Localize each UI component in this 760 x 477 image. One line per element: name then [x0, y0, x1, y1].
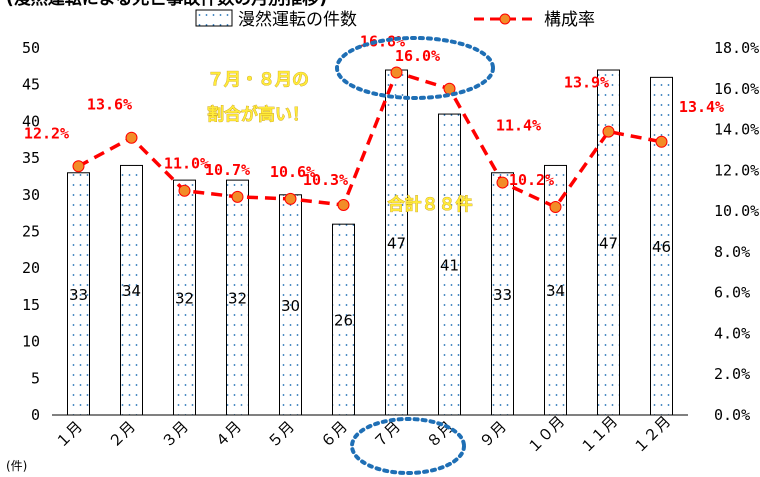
y-left-tick-label: 10 — [22, 333, 40, 351]
y-left-tick-label: 0 — [31, 406, 40, 424]
category-label: １１月 — [577, 412, 622, 457]
y-left-tick-label: 5 — [31, 369, 40, 387]
callout-line1: ７月・８月の — [207, 70, 309, 90]
bar — [544, 164, 567, 416]
category-label: ２月 — [105, 417, 139, 451]
bar-value-label: 33 — [69, 286, 88, 304]
rate-value-label: 10.6% — [270, 163, 315, 181]
bar-value-label: 33 — [493, 286, 512, 304]
bar-value-label: 34 — [122, 282, 141, 300]
bar — [120, 164, 143, 416]
legend-line-marker — [499, 13, 511, 25]
bar-value-label: 32 — [175, 290, 194, 308]
y-left-tick-label: 50 — [22, 39, 40, 57]
rate-point — [602, 125, 615, 138]
bar — [226, 179, 249, 416]
rate-point — [178, 184, 191, 197]
category-label: ３月 — [158, 417, 192, 451]
rate-point — [496, 176, 509, 189]
legend-line-label: 構成率 — [544, 10, 595, 30]
rate-line — [72, 66, 668, 214]
y-right-tick-label: 16.0% — [714, 80, 759, 98]
y-left-tick-label: 30 — [22, 186, 40, 204]
bar — [332, 223, 355, 416]
bar-labels: 33 34 32 32 30 26 47 41 33 34 47 46 — [69, 235, 671, 330]
y-right-tick-label: 12.0% — [714, 161, 759, 179]
bar — [67, 172, 90, 416]
rate-polyline — [77, 70, 662, 210]
bar — [438, 113, 461, 416]
y-left-tick-label: 40 — [22, 112, 40, 130]
y-left-tick-label: 25 — [22, 223, 40, 241]
rate-value-label: 13.4% — [679, 98, 724, 116]
bar-value-label: 46 — [652, 238, 671, 256]
rate-value-label: 16.0% — [395, 47, 440, 65]
category-label: １２月 — [630, 412, 675, 457]
category-label: １０月 — [524, 412, 569, 457]
rate-value-label: 11.0% — [164, 155, 209, 173]
category-label: ４月 — [211, 417, 245, 451]
legend-bar-label: 漫然運転の件数 — [238, 10, 357, 30]
y-left-tick-label: 45 — [22, 76, 40, 94]
legend: 漫然運転の件数 構成率 — [195, 9, 595, 30]
bar — [491, 172, 514, 416]
highlight-ellipse-bottom — [350, 417, 466, 475]
rate-value-label: 10.2% — [509, 171, 554, 189]
rate-value-label: 13.6% — [87, 96, 132, 114]
rate-value-label: 13.9% — [564, 74, 609, 92]
bar-value-label: 41 — [440, 257, 459, 275]
callout-line2: 割合が高い！ — [207, 104, 309, 125]
y-right-tick-label: 0.0% — [714, 406, 750, 424]
rate-value-label: 11.4% — [496, 117, 541, 135]
y-right-tick-label: 8.0% — [714, 243, 750, 261]
sum-label: 合計８８件 — [388, 194, 473, 215]
rate-point — [284, 192, 297, 205]
y-right-tick-label: 6.0% — [714, 284, 750, 302]
category-labels: １月 ２月 ３月 ４月 ５月 ６月 ７月 ８月 ９月 １０月 １１月 １２月 — [52, 412, 674, 457]
y-left-tick-label: 20 — [22, 259, 40, 277]
y-left-tick-label: 35 — [22, 149, 40, 167]
bar — [173, 179, 196, 416]
unit-label: (件) — [6, 459, 27, 473]
bar-value-label: 32 — [228, 290, 247, 308]
bar — [597, 69, 620, 416]
legend-bar-swatch — [195, 9, 233, 27]
bar-value-label: 47 — [387, 235, 406, 253]
bar — [650, 76, 673, 416]
rate-point — [231, 190, 244, 203]
category-label: ５月 — [264, 417, 298, 451]
bar-value-label: 30 — [281, 297, 300, 315]
bar-value-label: 34 — [546, 282, 565, 300]
rate-point — [337, 198, 350, 211]
rate-value-label: 10.3% — [303, 171, 348, 189]
y-right-tick-label: 14.0% — [714, 121, 759, 139]
axes: 0 5 10 15 20 25 30 35 40 45 50 0.0% 2.0% 4.0% 6.0% 8.0%… — [22, 39, 759, 424]
category-label: １月 — [52, 417, 86, 451]
rate-point — [125, 131, 138, 144]
category-label: ９月 — [476, 417, 510, 451]
y-right-tick-label: 2.0% — [714, 365, 750, 383]
y-right-tick-label: 10.0% — [714, 202, 759, 220]
highlight-ellipse-top — [335, 36, 495, 100]
chart-title: (漫然運転による死亡事故件数の月別推移) — [6, 0, 327, 9]
category-label: ６月 — [317, 417, 351, 451]
bars — [67, 69, 673, 416]
bar-value-label: 47 — [599, 235, 618, 253]
y-right-tick-label: 18.0% — [714, 39, 759, 57]
rate-point — [655, 135, 668, 148]
y-right-tick-label: 4.0% — [714, 324, 750, 342]
y-left-tick-label: 15 — [22, 296, 40, 314]
rate-value-label: 12.2% — [24, 124, 69, 142]
bar-value-label: 26 — [334, 312, 353, 330]
rate-point — [390, 66, 403, 79]
rate-labels: 12.2%13.6%11.0%10.7% 10.6%10.3%16.8%16.0%… — [24, 32, 724, 189]
rate-point — [72, 160, 85, 173]
rate-value-label: 10.7% — [205, 161, 250, 179]
rate-point — [549, 201, 562, 214]
